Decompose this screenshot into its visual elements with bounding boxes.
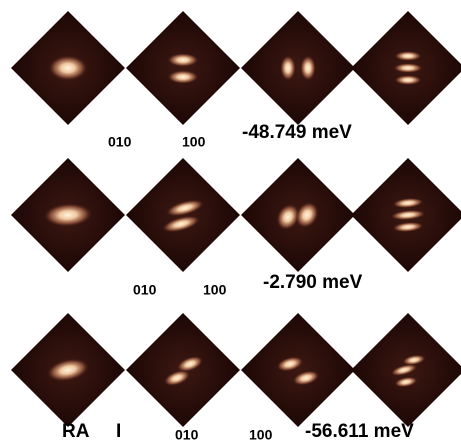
- diamond: [126, 11, 240, 125]
- state-label: 100: [203, 282, 227, 298]
- energy-label: -2.790 meV: [263, 272, 363, 293]
- diamond-panels: [11, 11, 461, 427]
- state-label: 100: [182, 134, 206, 150]
- state-label: 010: [175, 427, 199, 443]
- density-blob: [300, 55, 316, 81]
- state-label: 010: [133, 282, 157, 298]
- state-label: 100: [249, 427, 273, 443]
- diamond: [241, 11, 355, 125]
- energy-label: -48.749 meV: [242, 122, 352, 143]
- density-blob: [167, 53, 199, 67]
- state-label: 010: [108, 134, 132, 150]
- density-blob: [280, 55, 296, 81]
- density-blob: [48, 55, 88, 81]
- prefix-label: RA: [62, 421, 90, 442]
- figure: 010 100 -48.749 meV 010 100 -2.790 meV R…: [0, 0, 461, 444]
- density-blob: [394, 75, 422, 85]
- energy-label: -56.611 meV: [305, 421, 414, 442]
- density-blob: [394, 51, 422, 61]
- density-blob: [167, 70, 199, 84]
- diamond: [241, 313, 355, 427]
- prefix-label: I: [116, 421, 121, 442]
- density-blob: [393, 63, 423, 73]
